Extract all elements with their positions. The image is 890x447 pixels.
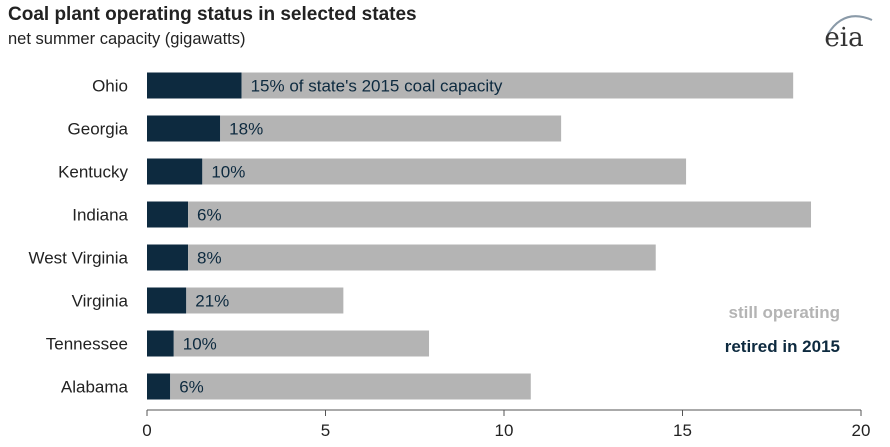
data-label-georgia: 18% <box>229 120 263 139</box>
category-label-indiana: Indiana <box>72 206 128 225</box>
bar-operating-ohio <box>241 72 794 99</box>
category-label-ohio: Ohio <box>92 77 128 96</box>
data-label-tennessee: 10% <box>183 335 217 354</box>
legend-retired-in-2015: retired in 2015 <box>725 337 840 356</box>
x-axis: 0 5 10 15 20 <box>142 409 871 440</box>
bar-operating-tennessee <box>173 330 430 357</box>
chart-title: Coal plant operating status in selected … <box>8 4 417 25</box>
x-tick-label-10: 10 <box>495 421 514 440</box>
bar-operating-west-virginia <box>188 244 656 271</box>
bar-retired-indiana <box>147 201 189 228</box>
x-tick-label-20: 20 <box>852 421 871 440</box>
labels-layer: Ohio 15% of state's 2015 coal capacity Geo… <box>28 77 502 397</box>
category-label-virginia: Virginia <box>72 292 129 311</box>
x-tick-label-0: 0 <box>142 421 151 440</box>
bar-retired-ohio <box>147 72 242 99</box>
bar-retired-tennessee <box>147 330 174 357</box>
bar-operating-georgia <box>220 115 562 142</box>
eia-logo-text: eia <box>824 23 863 50</box>
bar-operating-kentucky <box>202 158 687 185</box>
data-label-west-virginia: 8% <box>197 249 222 268</box>
data-label-alabama: 6% <box>179 378 204 397</box>
legend: still operating retired in 2015 <box>725 303 840 356</box>
bar-retired-alabama <box>147 373 171 400</box>
data-label-kentucky: 10% <box>211 163 245 182</box>
x-tick-label-15: 15 <box>673 421 692 440</box>
bar-operating-indiana <box>188 201 812 228</box>
bar-retired-west-virginia <box>147 244 189 271</box>
x-tick-label-5: 5 <box>321 421 330 440</box>
data-label-ohio: 15% of state's 2015 coal capacity <box>251 77 503 96</box>
chart-subtitle: net summer capacity (gigawatts) <box>8 30 246 48</box>
eia-logo: eia <box>824 15 873 50</box>
bar-retired-kentucky <box>147 158 203 185</box>
bars-layer <box>147 72 812 400</box>
data-label-indiana: 6% <box>197 206 222 225</box>
bar-operating-virginia <box>186 287 344 314</box>
bar-operating-alabama <box>170 373 531 400</box>
category-label-west-virginia: West Virginia <box>28 249 128 268</box>
category-label-tennessee: Tennessee <box>46 335 128 354</box>
bar-retired-georgia <box>147 115 221 142</box>
legend-still-operating: still operating <box>729 303 840 322</box>
category-label-kentucky: Kentucky <box>58 163 128 182</box>
category-label-georgia: Georgia <box>68 120 129 139</box>
category-label-alabama: Alabama <box>61 378 129 397</box>
data-label-virginia: 21% <box>195 292 229 311</box>
bar-retired-virginia <box>147 287 187 314</box>
